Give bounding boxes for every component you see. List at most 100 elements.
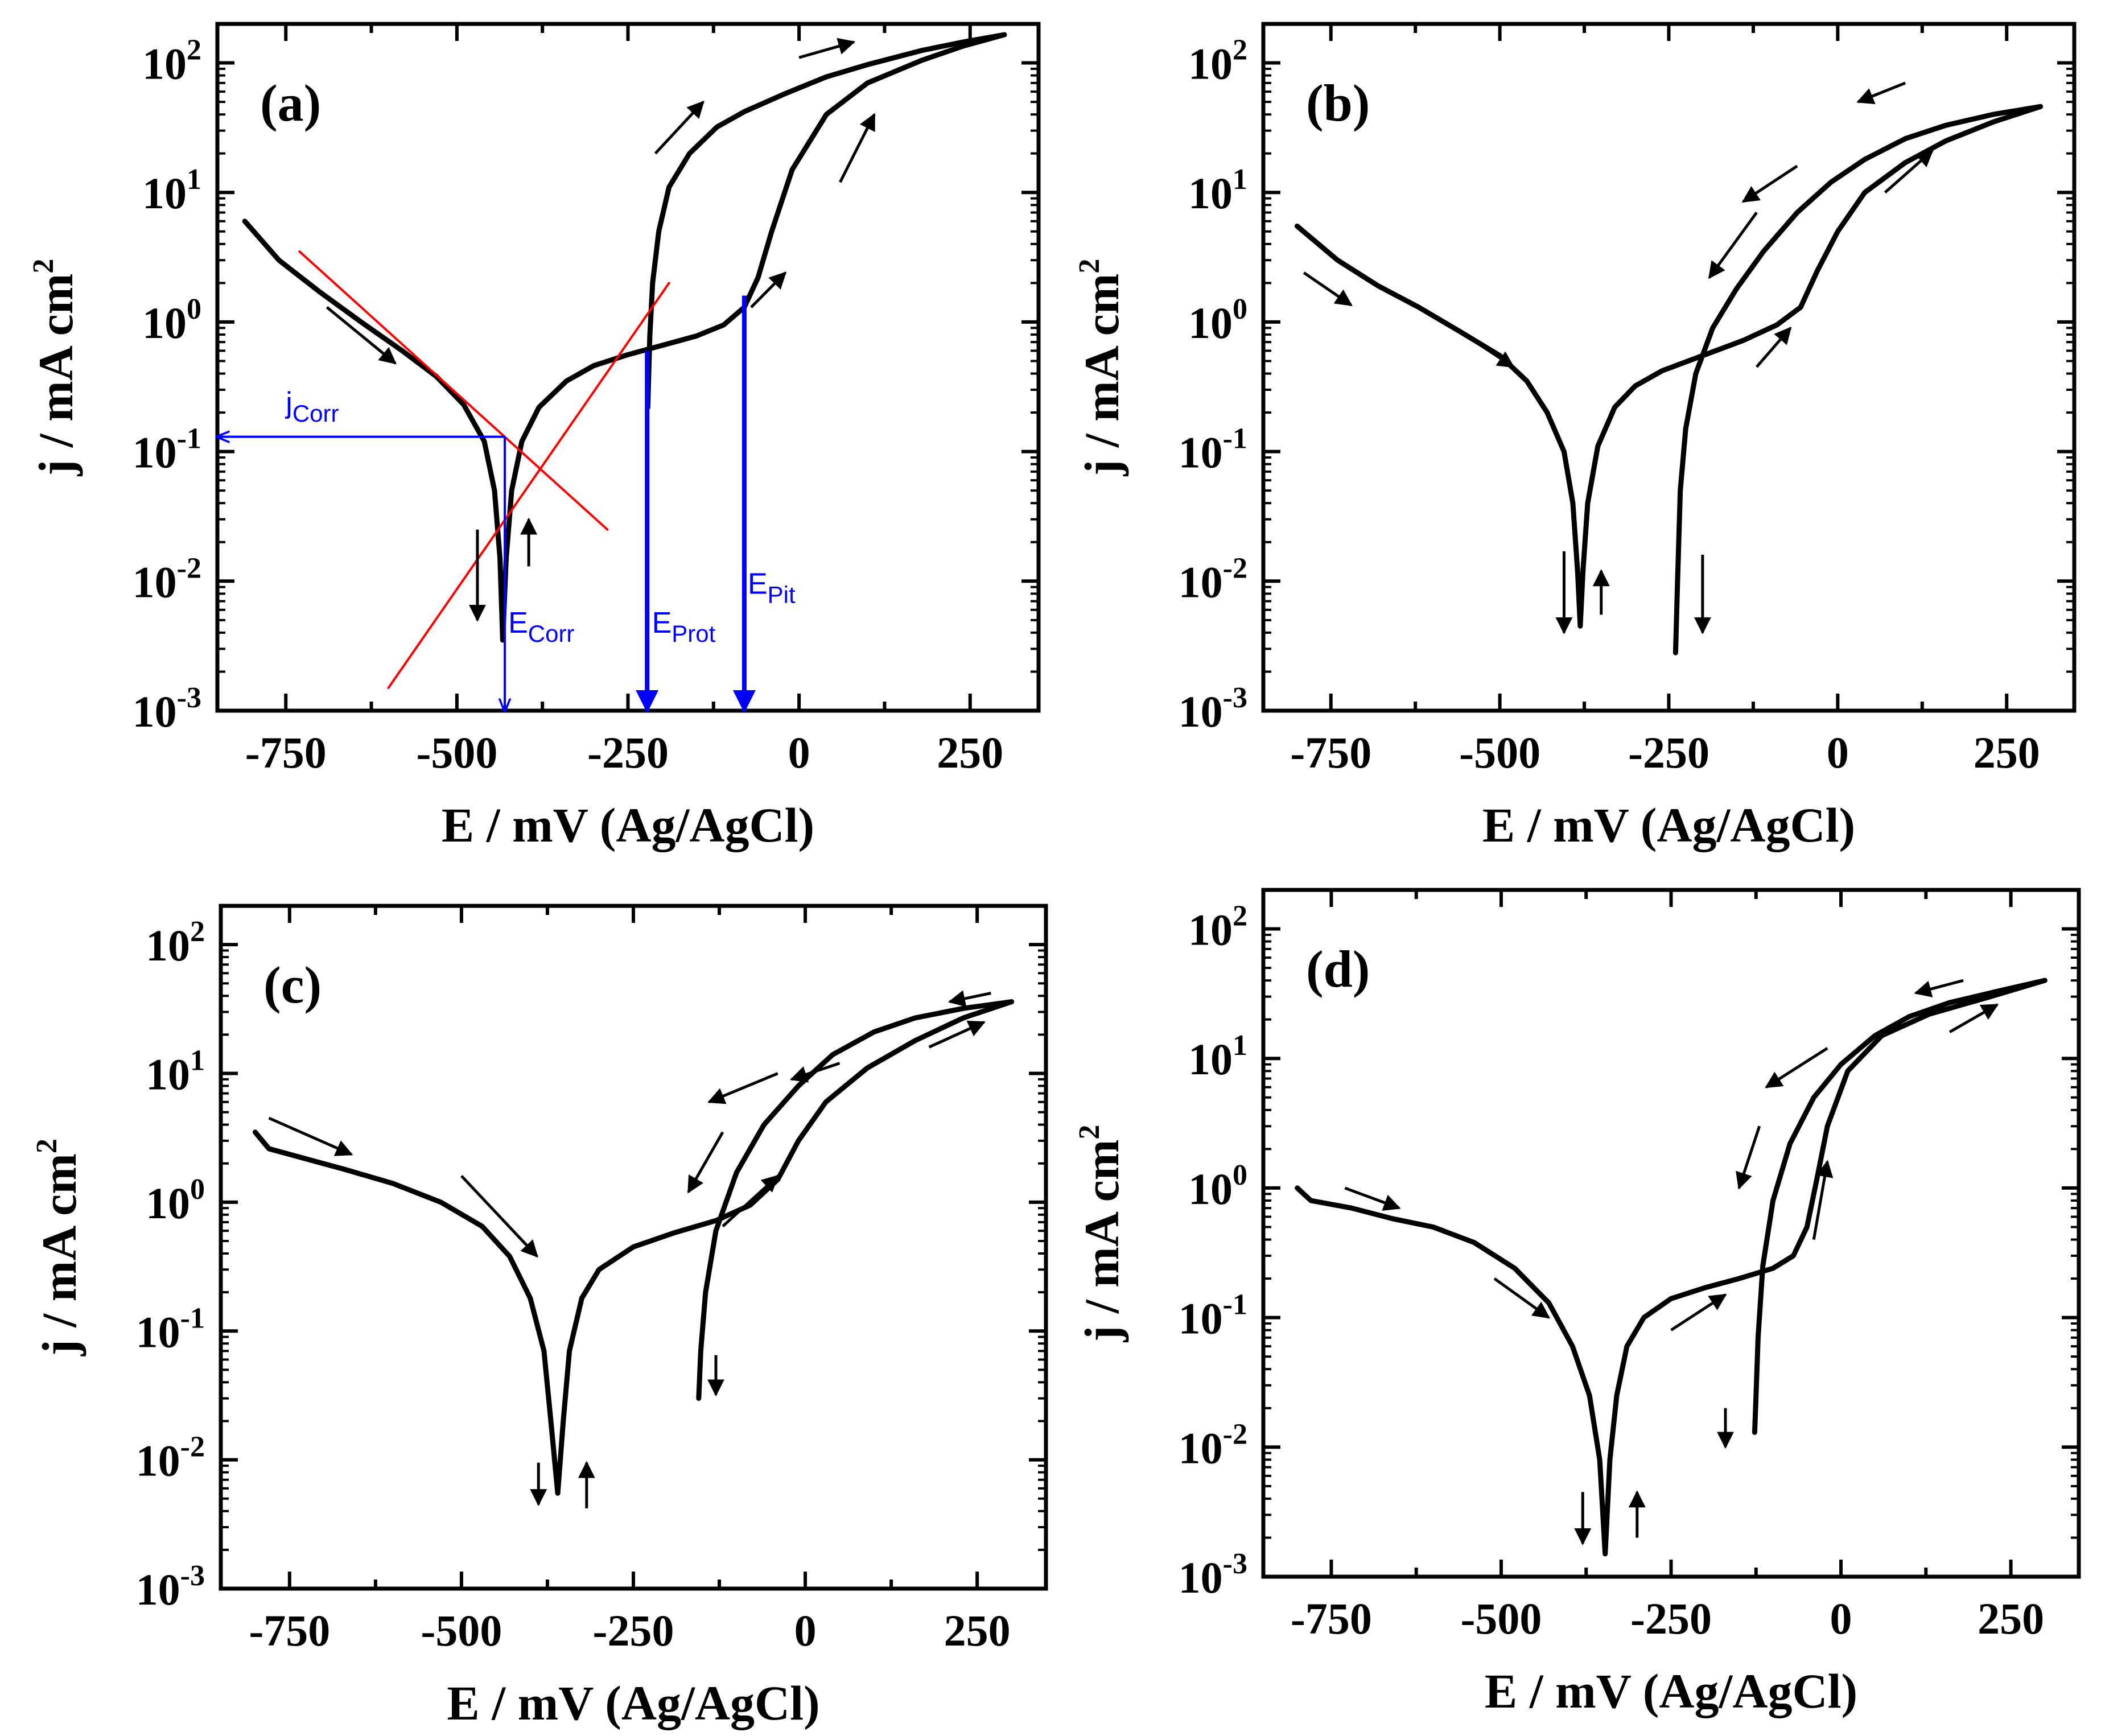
x-tick-label: -250 [1628,728,1709,777]
panel-label: (d) [1306,940,1370,998]
y-tick-label: 10-3 [1179,1548,1247,1602]
scan-direction-arrow [1755,327,1792,368]
scan-direction-arrow [1765,1047,1828,1088]
scan-direction-arrow [790,1062,841,1083]
y-tick-label: 10-2 [1179,552,1247,607]
scan-direction-arrow [1458,329,1515,368]
x-tick-label: -750 [1291,1594,1372,1643]
scan-direction-arrow [1303,271,1353,307]
scan-direction-arrow [268,1116,353,1156]
series-tafel-line-cathodic [298,250,609,531]
x-axis-title: E / mV (Ag/AgCl) [1485,1664,1857,1718]
y-tick-label: 10-2 [133,552,201,607]
y-tick-label: 10-2 [136,1431,205,1486]
scan-direction-arrow [1344,1186,1401,1211]
x-tick-label: -750 [249,1606,330,1655]
scan-direction-arrow [1736,1125,1761,1190]
y-axis-title: j / mA cm2 [31,1139,86,1356]
y-tick-label: 100 [146,1173,205,1228]
y-tick-label: 101 [1188,1029,1247,1084]
scan-direction-arrow [798,38,856,59]
scan-direction-arrow [722,1174,779,1228]
y-tick-label: 10-3 [136,1560,205,1614]
scan-direction-arrow [928,1020,986,1049]
series-reverse-scan [1752,978,2048,1435]
y-tick-label: 102 [142,34,201,89]
y-tick-label: 10-3 [1179,682,1247,736]
x-tick-label: 250 [937,728,1003,777]
panel-label: (a) [260,74,321,132]
y-tick-label: 10-1 [136,1302,205,1356]
scan-direction-arrow [1741,164,1798,203]
y-tick-label: 10-1 [1179,423,1247,477]
y-tick-label: 100 [1188,1159,1247,1214]
y-tick-label: 10-1 [133,423,201,477]
panel-b: -750 -500 -250 0 250 10-3 10-2 10-1 100 101 102 E /… [1073,22,2077,852]
y-axis-title: j / mA cm2 [1073,259,1129,477]
y-tick-label: 10-3 [133,682,201,736]
panel-d: -750 -500 -250 0 250 10-3 10-2 10-1 100 101 102 E /… [1073,888,2081,1718]
scan-direction-arrow [1884,149,1934,194]
scan-direction-arrow [750,271,787,308]
panel-label: (c) [263,956,322,1014]
x-tick-label: 250 [1978,1594,2044,1643]
scan-direction-arrow [839,113,876,183]
scan-direction-arrow [1493,1277,1550,1319]
series-forward-scan [1295,978,2048,1557]
x-tick-label: -500 [421,1606,502,1655]
x-tick-label: 0 [1827,728,1849,777]
scan-direction-arrow [687,1131,724,1194]
y-tick-label: 102 [146,916,205,970]
scan-direction-arrow [1914,979,1964,997]
x-tick-label: 250 [944,1606,1011,1655]
y-tick-label: 100 [1188,293,1247,348]
j-corr-label: jCorr [285,386,339,427]
panel-c: -750 -500 -250 0 250 10-3 10-2 10-1 100 101 102 E /… [31,904,1048,1730]
series-tafel-line-anodic [387,282,670,689]
scan-direction-arrow [1708,212,1758,279]
scan-direction-arrow [654,100,705,155]
e-corr-label: ECorr [508,607,574,647]
y-tick-label: 100 [142,293,201,348]
y-tick-label: 102 [1188,34,1247,89]
y-tick-label: 10-1 [1179,1289,1247,1343]
y-tick-label: 10-2 [1179,1418,1247,1473]
series-forward-scan [242,32,1007,643]
scan-direction-arrow [326,306,397,365]
scan-direction-arrow [1812,1160,1834,1240]
scan-direction-arrow [460,1174,538,1258]
x-tick-label: -250 [587,728,669,777]
x-tick-label: -500 [416,728,497,777]
e-pit-label: EPit [748,567,796,608]
y-tick-label: 101 [146,1045,205,1099]
plot-frame [215,22,1041,713]
x-tick-label: 0 [788,728,810,777]
y-tick-label: 102 [1188,900,1247,955]
y-axis-title: j / mA cm2 [1073,1125,1129,1343]
x-axis-title: E / mV (Ag/AgCl) [442,798,814,852]
panel-label: (b) [1306,74,1370,132]
x-tick-label: 250 [1974,728,2040,777]
scan-direction-arrow [707,1072,778,1104]
y-tick-label: 101 [142,163,201,218]
x-tick-label: -500 [1460,1594,1542,1643]
scan-direction-arrow [1948,1003,1999,1033]
x-tick-label: 0 [1830,1594,1852,1643]
x-tick-label: -500 [1459,728,1540,777]
plot-frame [1261,888,2081,1579]
x-tick-label: -750 [245,728,327,777]
series-reverse-scan [696,999,1015,1401]
series-forward-scan [252,999,1015,1496]
scan-direction-arrow [947,990,991,1007]
scan-direction-arrow [1670,1293,1727,1331]
x-axis-title: E / mV (Ag/AgCl) [1482,798,1855,852]
series-reverse-scan [645,32,1007,410]
x-tick-label: -250 [593,1606,674,1655]
x-tick-label: -750 [1290,728,1371,777]
series-reverse-scan [1672,104,2044,655]
x-tick-label: 0 [794,1606,817,1655]
y-tick-label: 101 [1188,163,1247,218]
scan-direction-arrow [1856,81,1906,104]
series-forward-scan [1294,104,2044,629]
